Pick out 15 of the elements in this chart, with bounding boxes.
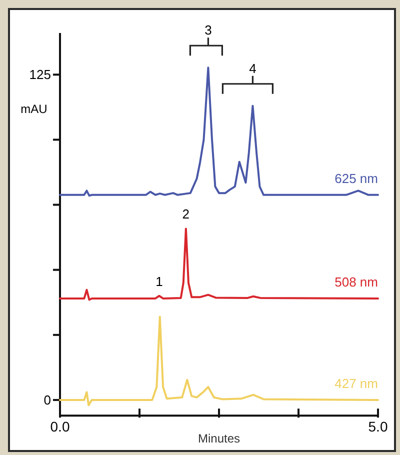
- line-series: [59, 316, 379, 406]
- series-label: 427 nm: [334, 376, 378, 391]
- annotation: 2: [182, 206, 190, 222]
- annotation: 3: [204, 22, 212, 38]
- series-label: 508 nm: [334, 274, 378, 290]
- y-tick-label: 0: [44, 392, 51, 408]
- annotation: 1: [156, 274, 163, 289]
- x-tick-label: 5.0: [368, 418, 388, 435]
- x-tick-label: 0.0: [50, 418, 70, 435]
- y-axis-title: mAU: [20, 102, 48, 116]
- y-tick-label: 125: [29, 67, 51, 82]
- series-label: 625 nm: [334, 170, 378, 186]
- line-series: [59, 228, 379, 301]
- x-axis-title: Minutes: [198, 432, 240, 446]
- annotation: 4: [249, 60, 256, 76]
